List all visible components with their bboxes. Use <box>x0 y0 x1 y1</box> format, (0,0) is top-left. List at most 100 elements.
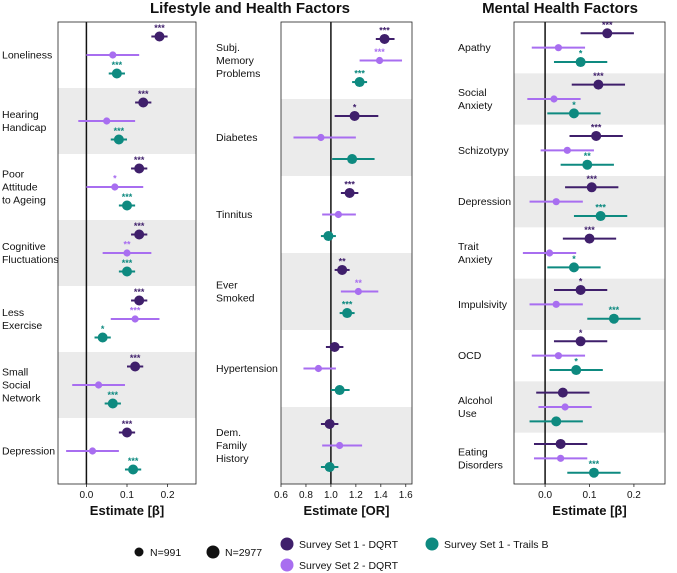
estimate-point <box>575 336 586 347</box>
category-label-line: Anxiety <box>458 100 493 112</box>
significance-stars: *** <box>344 179 355 189</box>
estimate-point <box>122 427 132 438</box>
category-label: Eating Disorders <box>458 446 503 471</box>
estimate-point <box>379 33 390 44</box>
significance-stars: *** <box>374 47 385 57</box>
estimate-point <box>113 134 124 145</box>
category-label: Hypertension <box>216 363 278 375</box>
legend-size-large-marker <box>206 545 220 559</box>
category-label: Depression <box>458 196 511 208</box>
category-label: Social Anxiety <box>458 87 493 112</box>
estimate-point <box>134 163 145 174</box>
legend-ss2-dqrt-label: Survey Set 2 - DQRT <box>299 560 399 572</box>
category-label-line: Alcohol <box>458 395 492 407</box>
significance-stars: *** <box>354 69 365 79</box>
panel-title: Lifestyle and Health Factors <box>150 0 350 17</box>
estimate-point <box>123 249 131 257</box>
significance-stars: *** <box>112 60 123 70</box>
significance-stars: *** <box>138 89 149 99</box>
category-label-line: Anxiety <box>458 254 493 266</box>
legend-ss1-dqrt-label: Survey Set 1 - DQRT <box>299 539 399 551</box>
estimate-point <box>324 462 335 473</box>
category-label-line: Hearing <box>2 109 39 121</box>
significance-stars: * <box>579 276 583 286</box>
category-label-line: Disorders <box>458 459 503 471</box>
estimate-point <box>134 229 145 240</box>
significance-stars: * <box>101 324 105 334</box>
category-label: Apathy <box>458 42 491 54</box>
x-tick-label: 0.0 <box>538 490 552 501</box>
significance-stars: *** <box>591 122 602 132</box>
category-label: Alcohol Use <box>458 395 492 420</box>
category-label-line: Small <box>2 367 28 379</box>
legend-ss1-trails-label: Survey Set 1 - Trails B <box>444 539 548 551</box>
panel-2: 0.6 0.8 1.0 1.2 1.4 1.6 Estimate [OR] Subj. Memo… <box>216 21 413 518</box>
estimate-point <box>329 341 340 352</box>
estimate-point <box>109 51 117 59</box>
significance-stars: *** <box>342 300 353 310</box>
estimate-point <box>552 198 560 206</box>
category-label: Ever Smoked <box>216 280 255 305</box>
category-label-line: Use <box>458 408 477 420</box>
significance-stars: *** <box>122 192 133 202</box>
category-label-line: Impulsivity <box>458 299 508 311</box>
category-label-line: to Ageing <box>2 195 46 207</box>
estimate-point <box>337 264 348 275</box>
category-label-line: Social <box>2 380 31 392</box>
category-label: Dem. Family History <box>216 427 249 465</box>
significance-stars: *** <box>134 287 145 297</box>
significance-stars: *** <box>130 353 141 363</box>
estimate-point <box>554 352 563 360</box>
panel-title: Mental Health Factors <box>482 0 638 17</box>
x-tick-label: 1.0 <box>324 490 338 501</box>
estimate-point <box>314 364 323 373</box>
legend-size-small-marker <box>134 547 144 557</box>
category-label-line: Apathy <box>458 42 491 54</box>
category-label-line: Poor <box>2 169 25 181</box>
estimate-point <box>342 308 353 319</box>
estimate-point <box>134 295 145 306</box>
category-label-line: Family <box>216 440 248 452</box>
estimate-point <box>103 117 111 125</box>
estimate-point <box>557 454 565 462</box>
estimate-point <box>551 416 562 427</box>
estimate-point <box>568 262 579 273</box>
estimate-point <box>324 418 335 429</box>
category-label-line: Hypertension <box>216 363 278 375</box>
significance-stars: *** <box>134 155 145 165</box>
estimate-point <box>575 284 586 295</box>
significance-stars: *** <box>586 174 597 184</box>
estimate-point <box>571 365 582 376</box>
x-tick-label: 0.6 <box>274 490 288 501</box>
estimate-point <box>154 31 165 42</box>
category-label-line: Dem. <box>216 427 241 439</box>
category-label: Diabetes <box>216 132 257 144</box>
category-label-line: Depression <box>2 446 55 458</box>
estimate-point <box>550 95 558 103</box>
category-label-line: Exercise <box>2 320 42 332</box>
estimate-point <box>561 403 569 411</box>
significance-stars: *** <box>609 305 620 315</box>
estimate-point <box>128 464 139 475</box>
significance-stars: *** <box>128 456 139 466</box>
estimate-point <box>111 183 119 191</box>
significance-stars: *** <box>122 419 133 429</box>
category-label-line: Depression <box>458 196 511 208</box>
category-label-line: Handicap <box>2 122 47 134</box>
significance-stars: ** <box>123 240 131 250</box>
legend-ss1-dqrt-marker <box>280 537 294 551</box>
estimate-point <box>349 110 360 121</box>
category-label-line: Schizotypy <box>458 145 510 157</box>
significance-stars: * <box>572 254 576 264</box>
significance-stars: *** <box>593 71 604 81</box>
significance-stars: * <box>574 357 578 367</box>
estimate-point <box>334 210 342 219</box>
estimate-point <box>575 57 586 68</box>
category-label: Subj. Memory Problems <box>216 42 260 80</box>
category-label-line: Cognitive <box>2 241 46 253</box>
category-label: Less Exercise <box>2 307 42 332</box>
estimate-point <box>347 154 358 165</box>
estimate-point <box>122 200 132 211</box>
